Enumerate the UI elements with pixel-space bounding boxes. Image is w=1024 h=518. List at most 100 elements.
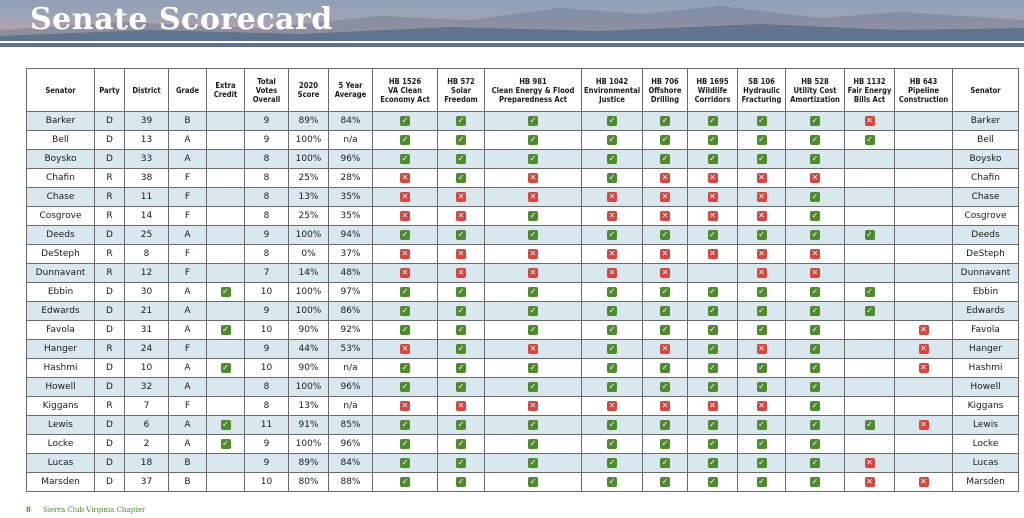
party-cell: R (94, 396, 125, 416)
grade-cell: B (168, 472, 207, 492)
five-year-average-cell: 94% (328, 225, 373, 245)
vote-cell: ✕ (894, 358, 953, 378)
check-icon: ✓ (607, 229, 617, 240)
vote-cell: ✕ (642, 187, 688, 207)
senator-name: DeSteph (26, 244, 95, 264)
x-icon: ✕ (660, 210, 670, 221)
vote-cell: ✓ (687, 282, 738, 302)
footer-text: Sierra Club Virginia Chapter (43, 506, 146, 514)
check-icon: ✓ (707, 286, 718, 297)
table-row: Barker D 39 B 9 89% 84% ✓ ✓ ✓ ✓ ✓ ✓ ✓ ✓ ✕ Barker (26, 111, 1019, 131)
extra-credit-cell (206, 244, 245, 264)
senator-name: Deeds (26, 225, 95, 245)
five-year-average-cell: n/a (328, 130, 373, 150)
extra-credit-cell (206, 130, 245, 150)
senator-name: Hashmi (26, 358, 95, 378)
vote-cell: ✓ (737, 358, 786, 378)
vote-cell: ✓ (484, 282, 582, 302)
check-icon: ✓ (607, 457, 617, 468)
vote-cell: ✓ (437, 320, 485, 340)
five-year-average-cell: 48% (328, 263, 373, 283)
party-cell: D (94, 282, 125, 302)
score-2020-cell: 100% (288, 434, 329, 454)
vote-cell: ✓ (581, 339, 643, 359)
senator-name-right: Bell (952, 130, 1019, 150)
check-icon: ✓ (528, 210, 538, 221)
check-icon: ✓ (810, 286, 820, 297)
x-icon: ✕ (707, 400, 718, 411)
vote-cell (844, 168, 895, 188)
x-icon: ✕ (528, 172, 538, 183)
vote-cell: ✓ (687, 130, 738, 150)
vote-cell (687, 263, 738, 283)
check-icon: ✓ (528, 362, 538, 373)
vote-cell: ✕ (687, 187, 738, 207)
vote-cell (844, 263, 895, 283)
x-icon: ✕ (756, 172, 767, 183)
vote-cell: ✕ (372, 168, 438, 188)
vote-cell (844, 149, 895, 169)
grade-cell: A (168, 358, 207, 378)
vote-cell: ✓ (687, 453, 738, 473)
column-header: HB 1042 Environmental Justice (581, 68, 643, 112)
column-header-line: Total (257, 76, 276, 86)
check-icon: ✓ (528, 381, 538, 392)
table-row: Hashmi D 10 A ✓ 10 90% n/a ✓ ✓ ✓ ✓ ✓ ✓ ✓ ✓ ✕ Hashmi (26, 358, 1019, 378)
vote-cell: ✓ (844, 282, 895, 302)
vote-cell: ✕ (642, 244, 688, 264)
vote-cell: ✓ (484, 149, 582, 169)
vote-cell: ✕ (484, 339, 582, 359)
vote-cell: ✓ (687, 472, 738, 492)
check-icon: ✓ (607, 381, 617, 392)
vote-cell: ✕ (642, 206, 688, 226)
check-icon: ✓ (220, 324, 231, 335)
column-header-line: 2020 (298, 81, 318, 90)
senator-name: Boysko (26, 149, 95, 169)
check-icon: ✓ (456, 343, 466, 354)
vote-cell: ✓ (785, 187, 845, 207)
vote-cell (894, 396, 953, 416)
vote-cell: ✓ (484, 472, 582, 492)
column-header-line: HB 1695 (696, 76, 729, 86)
x-icon: ✕ (660, 172, 670, 183)
vote-cell: ✕ (581, 244, 643, 264)
x-icon: ✕ (400, 191, 410, 202)
scorecard-table-container: Senator Party District Grade Extra Credit Tota… (26, 68, 1019, 492)
x-icon: ✕ (660, 267, 670, 278)
total-votes-cell: 8 (244, 206, 289, 226)
check-icon: ✓ (707, 343, 718, 354)
check-icon: ✓ (607, 115, 617, 126)
check-icon: ✓ (528, 153, 538, 164)
extra-credit-cell (206, 339, 245, 359)
x-icon: ✕ (864, 457, 875, 468)
vote-cell: ✓ (844, 415, 895, 435)
check-icon: ✓ (707, 362, 718, 373)
five-year-average-cell: 37% (328, 244, 373, 264)
vote-cell (894, 377, 953, 397)
check-icon: ✓ (660, 362, 670, 373)
vote-cell: ✓ (785, 339, 845, 359)
x-icon: ✕ (400, 267, 410, 278)
column-header: HB 572 Solar Freedom (437, 68, 485, 112)
vote-cell: ✓ (581, 415, 643, 435)
check-icon: ✓ (660, 476, 670, 487)
x-icon: ✕ (864, 476, 875, 487)
check-icon: ✓ (400, 457, 410, 468)
vote-cell: ✓ (484, 415, 582, 435)
vote-cell (844, 244, 895, 264)
check-icon: ✓ (707, 419, 718, 430)
x-icon: ✕ (707, 191, 718, 202)
check-icon: ✓ (810, 115, 820, 126)
five-year-average-cell: 88% (328, 472, 373, 492)
vote-cell: ✓ (372, 377, 438, 397)
grade-cell: A (168, 301, 207, 321)
five-year-average-cell: 96% (328, 377, 373, 397)
check-icon: ✓ (707, 134, 718, 145)
column-header-line: Pipeline (907, 85, 940, 95)
column-header-line: Average (334, 90, 367, 99)
vote-cell: ✓ (687, 225, 738, 245)
senator-name: Chafin (26, 168, 95, 188)
vote-cell: ✓ (484, 111, 582, 131)
check-icon: ✓ (810, 362, 820, 373)
check-icon: ✓ (707, 115, 718, 126)
